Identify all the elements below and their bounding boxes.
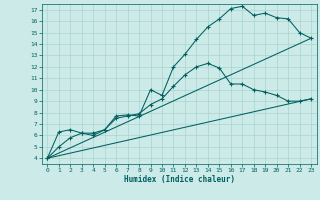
X-axis label: Humidex (Indice chaleur): Humidex (Indice chaleur)	[124, 175, 235, 184]
